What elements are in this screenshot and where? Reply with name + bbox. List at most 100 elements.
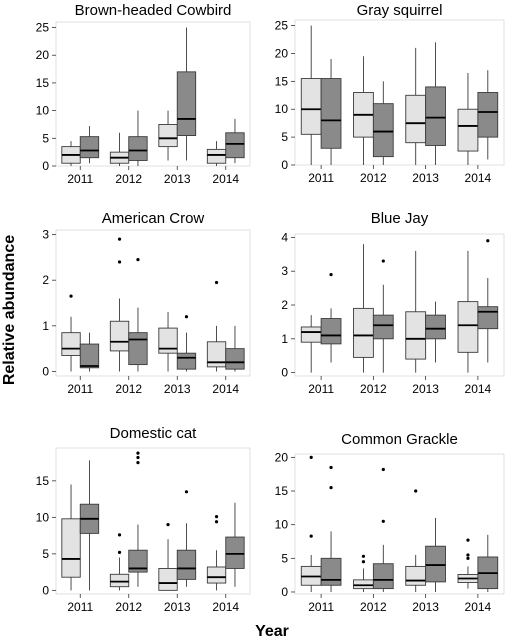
x-tick-label: 2014 [465, 382, 492, 396]
panel-title: Domestic cat [110, 425, 198, 442]
box-light-2013 [405, 47, 427, 165]
panel-5: Common Grackle 0 5 10 15 20 2011 2012 2013 2014 [275, 431, 505, 614]
outlier-point [136, 455, 140, 460]
y-tick-label: 10 [36, 104, 50, 118]
x-tick-label: 2013 [164, 382, 191, 396]
box-body [457, 301, 479, 353]
box-light-2011 [61, 294, 81, 372]
y-tick-label: 3 [281, 264, 288, 278]
box-light-2012 [109, 237, 130, 372]
y-tick-label: 10 [36, 510, 50, 524]
y-tick-label: 5 [42, 131, 49, 145]
y-tick-label: 15 [275, 484, 289, 498]
outlier-point [136, 461, 140, 465]
box-body [128, 136, 148, 161]
y-tick-label: 15 [36, 76, 50, 90]
box-dark-2012 [128, 451, 148, 587]
panel-2: American Crow 0 1 2 3 2011 2012 2013 2014 [42, 210, 251, 396]
outlier-point [329, 465, 333, 470]
box-dark-2014 [225, 118, 245, 164]
x-tick-label: 2014 [212, 600, 239, 614]
y-tick-label: 10 [275, 102, 289, 116]
box-body [176, 549, 197, 580]
box-body [128, 549, 148, 573]
x-tick-label: 2014 [465, 171, 492, 185]
x-tick-label: 2014 [465, 600, 492, 614]
box-light-2013 [158, 312, 178, 372]
box-light-2011 [300, 25, 322, 165]
outlier-point [466, 553, 470, 557]
box-dark-2012 [372, 467, 394, 592]
box-light-2012 [353, 56, 374, 165]
outlier-point [309, 534, 313, 538]
box-light-2013 [158, 523, 178, 591]
outlier-point [136, 258, 140, 262]
outlier-point [117, 237, 122, 241]
panel-title: Common Grackle [341, 431, 458, 448]
box-body [477, 306, 499, 330]
box-light-2013 [158, 110, 178, 161]
box-dark-2013 [176, 490, 197, 587]
box-light-2014 [206, 141, 227, 166]
y-tick-label: 0 [42, 364, 49, 378]
x-tick-label: 2012 [115, 172, 142, 186]
box-body [372, 563, 394, 590]
outlier-point [486, 239, 490, 243]
box-light-2011 [61, 484, 81, 591]
box-dark-2014 [225, 325, 245, 372]
box-dark-2011 [320, 59, 342, 165]
x-tick-label: 2013 [164, 600, 191, 614]
outlier-point [381, 519, 385, 523]
x-tick-label: 2013 [412, 382, 439, 396]
y-tick-label: 20 [275, 450, 289, 464]
box-body [300, 326, 322, 343]
y-tick-label: 2 [42, 273, 49, 287]
box-dark-2013 [425, 517, 446, 592]
box-body [425, 545, 446, 583]
outlier-point [184, 315, 189, 319]
y-tick-label: 10 [275, 518, 289, 532]
panel-4: Domestic cat 0 5 10 15 2011 2012 2013 2014 [36, 425, 251, 614]
y-tick-label: 0 [281, 585, 288, 599]
box-body [176, 71, 197, 136]
outlier-point [117, 550, 122, 554]
outlier-point [414, 489, 418, 493]
box-body [206, 566, 227, 584]
box-dark-2012 [128, 110, 148, 166]
box-light-2012 [353, 244, 374, 373]
box-body [176, 352, 197, 370]
box-light-2013 [405, 250, 427, 373]
outlier-point [214, 520, 219, 524]
box-light-2014 [457, 250, 479, 373]
box-dark-2013 [425, 301, 446, 363]
x-tick-label: 2011 [308, 171, 334, 185]
box-body [353, 307, 374, 358]
y-tick-label: 3 [42, 228, 49, 242]
panel-1: Gray squirrel 0 5 10 15 20 25 2011 2012 2013 2014 [275, 2, 505, 185]
y-tick-label: 5 [42, 547, 49, 561]
box-light-2011 [300, 455, 322, 592]
y-tick-label: 0 [42, 583, 49, 597]
outlier-point [466, 556, 470, 560]
y-tick-label: 20 [36, 48, 50, 62]
y-tick-label: 5 [281, 130, 288, 144]
x-tick-label: 2012 [360, 382, 387, 396]
outlier-point [166, 523, 170, 527]
outlier-point [381, 467, 385, 472]
y-tick-label: 25 [275, 19, 289, 33]
box-body [477, 92, 499, 138]
box-body [158, 327, 178, 354]
y-tick-label: 15 [275, 74, 289, 88]
outlier-point [309, 455, 313, 459]
box-body [109, 320, 130, 352]
outlier-point [329, 272, 333, 277]
y-tick-label: 0 [42, 159, 49, 173]
box-dark-2013 [425, 42, 446, 165]
outlier-point [117, 260, 122, 264]
box-body [158, 568, 178, 591]
y-tick-label: 1 [42, 319, 49, 333]
box-dark-2011 [79, 126, 100, 164]
outlier-point [329, 486, 333, 490]
